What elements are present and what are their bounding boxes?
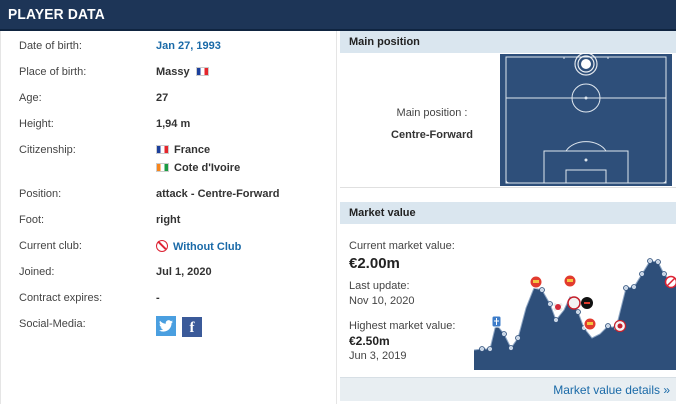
citizenship-cote-divoire: Cote d'Ivoire <box>174 162 241 174</box>
france-flag-icon <box>156 145 169 154</box>
current-club-link[interactable]: Without Club <box>156 240 241 253</box>
label-place-of-birth: Place of birth: <box>19 66 87 78</box>
label-date-of-birth: Date of birth: <box>19 40 82 52</box>
place-of-birth-text: Massy <box>156 66 190 78</box>
market-value-header: Market value <box>340 202 676 224</box>
current-market-value-label: Current market value: <box>349 240 455 252</box>
date-of-birth-link[interactable]: Jan 27, 1993 <box>156 40 221 52</box>
label-social-media: Social-Media: <box>19 318 86 330</box>
highest-market-value-label: Highest market value: <box>349 320 456 332</box>
label-citizenship: Citizenship: <box>19 144 76 156</box>
market-value-chart[interactable] <box>474 248 676 370</box>
market-value-box: Current market value: €2.00m Last update… <box>340 224 676 404</box>
market-value-details-link[interactable]: Market value details » <box>553 383 670 397</box>
last-update-value: Nov 10, 2020 <box>349 295 415 307</box>
twitter-icon[interactable] <box>156 316 176 336</box>
social-media-links: f <box>156 316 208 337</box>
club-crest-icons <box>491 274 676 333</box>
market-value-details-bar: Market value details » <box>340 377 676 401</box>
citizenship-value-1: France <box>156 144 210 156</box>
height-value: 1,94 m <box>156 118 191 130</box>
label-joined: Joined: <box>19 266 55 278</box>
without-club-icon <box>156 240 168 252</box>
label-height: Height: <box>19 118 54 130</box>
main-position-label: Main position : <box>396 107 468 119</box>
france-flag-icon <box>195 67 209 76</box>
label-age: Age: <box>19 92 42 104</box>
current-market-value: €2.00m <box>349 255 400 272</box>
position-value: attack - Centre-Forward <box>156 188 280 200</box>
position-marker <box>574 54 598 76</box>
foot-value: right <box>156 214 181 226</box>
contract-expires-value: - <box>156 292 160 304</box>
joined-value: Jul 1, 2020 <box>156 266 212 278</box>
highest-market-value: €2.50m <box>349 334 390 348</box>
column-divider <box>336 31 337 404</box>
section-title: PLAYER DATA <box>8 6 105 23</box>
main-position-header: Main position <box>340 31 676 53</box>
player-data-panel: Date of birth: Jan 27, 1993 Place of bir… <box>0 31 336 404</box>
place-of-birth-value: Massy <box>156 66 209 78</box>
main-position-text: Main position : Centre-Forward <box>362 107 502 141</box>
last-update-label: Last update: <box>349 280 410 292</box>
cote-divoire-flag-icon <box>156 163 169 172</box>
label-foot: Foot: <box>19 214 45 226</box>
pitch-diagram <box>500 54 672 186</box>
main-position-box: Main position : Centre-Forward <box>340 53 676 188</box>
main-position-value: Centre-Forward <box>391 129 473 141</box>
player-data-header: PLAYER DATA <box>0 0 676 31</box>
label-current-club: Current club: <box>19 240 82 252</box>
citizenship-value-2: Cote d'Ivoire <box>156 162 240 174</box>
label-position: Position: <box>19 188 62 200</box>
facebook-icon[interactable]: f <box>182 317 202 337</box>
age-value: 27 <box>156 92 169 104</box>
current-club-text: Without Club <box>173 241 242 253</box>
highest-market-value-date: Jun 3, 2019 <box>349 350 407 362</box>
label-contract-expires: Contract expires: <box>19 292 103 304</box>
citizenship-france: France <box>174 144 211 156</box>
